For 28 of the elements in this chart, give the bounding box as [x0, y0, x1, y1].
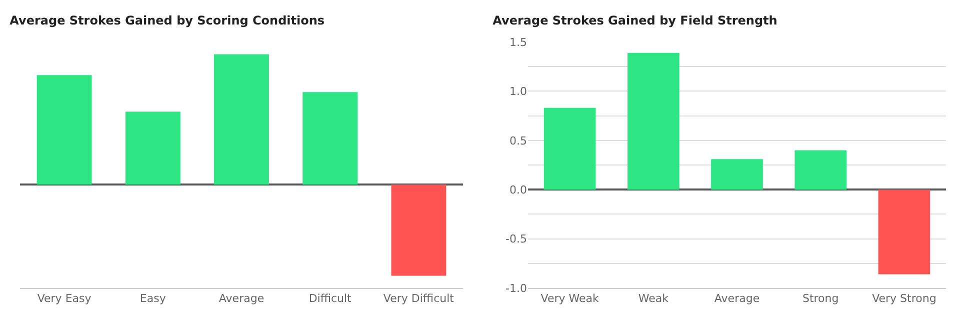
bar	[36, 75, 92, 185]
x-tick-label: Difficult	[308, 292, 352, 306]
x-tick-label: Average	[218, 292, 264, 306]
y-tick-label: 0.0	[510, 183, 527, 196]
x-tick-label: Easy	[140, 292, 166, 306]
x-tick-label: Very Strong	[872, 292, 936, 306]
bar	[711, 159, 763, 190]
bar	[214, 54, 269, 185]
bar	[794, 150, 847, 190]
y-tick-label: 1.0	[510, 85, 527, 98]
x-tick-label: Average	[714, 292, 760, 306]
bar	[627, 52, 680, 190]
chart-title: Average Strokes Gained by Scoring Conditions	[10, 14, 325, 28]
x-tick-label: Strong	[802, 292, 839, 306]
bar	[302, 92, 358, 185]
bar	[391, 184, 446, 276]
y-tick-label: -1.0	[506, 282, 527, 295]
y-tick-label: 0.5	[510, 134, 527, 148]
bar	[544, 108, 596, 190]
bar	[125, 112, 180, 185]
bar	[878, 190, 930, 274]
x-tick-label: Very Difficult	[383, 292, 455, 306]
x-tick-label: Very Easy	[37, 292, 92, 306]
y-tick-label: 1.5	[510, 36, 527, 49]
y-tick-label: -0.5	[506, 232, 527, 246]
x-tick-label: Very Weak	[540, 292, 600, 306]
chart-title: Average Strokes Gained by Field Strength	[492, 14, 778, 28]
x-tick-label: Weak	[638, 292, 670, 306]
